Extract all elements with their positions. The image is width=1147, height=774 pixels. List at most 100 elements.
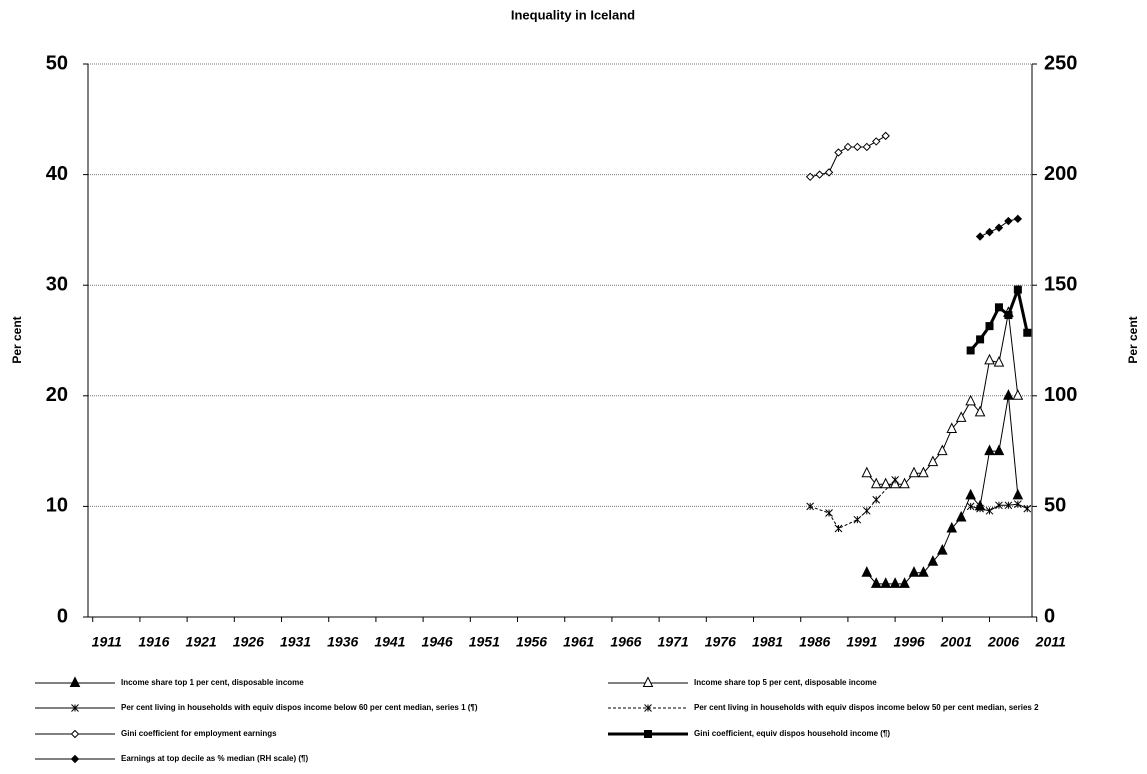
x-tick-label: 2006 <box>987 634 1019 650</box>
legend-label: Gini coefficient for employment earnings <box>121 729 277 738</box>
marker <box>70 729 80 739</box>
marker <box>881 131 890 141</box>
x-tick-label: 1976 <box>705 634 736 650</box>
marker <box>815 170 824 179</box>
marker <box>965 488 976 500</box>
marker <box>899 477 910 489</box>
marker <box>946 521 958 533</box>
marker <box>908 566 920 577</box>
y2-axis-label: Per cent <box>1126 316 1140 363</box>
marker <box>861 466 873 478</box>
marker <box>966 502 975 511</box>
marker <box>880 477 891 489</box>
y-tick-label: 0 <box>57 605 68 627</box>
y-tick-label: 20 <box>46 384 68 406</box>
marker <box>870 577 882 588</box>
marker <box>843 142 853 152</box>
marker <box>1004 501 1013 510</box>
marker <box>974 405 986 417</box>
marker <box>806 502 815 511</box>
legend-label: Earnings at top decile as % median (RH s… <box>121 754 309 763</box>
marker <box>872 137 881 146</box>
marker <box>1012 389 1024 400</box>
marker <box>71 704 79 712</box>
x-tick-label: 1941 <box>374 634 405 650</box>
chart-title: Inequality in Iceland <box>511 7 635 22</box>
marker <box>899 577 910 588</box>
y-tick-label: 10 <box>46 495 68 517</box>
marker <box>1023 504 1032 513</box>
legend-label: Income share top 1 per cent, disposable … <box>121 678 304 687</box>
marker <box>946 422 958 433</box>
marker <box>955 411 967 422</box>
x-tick-label: 1926 <box>233 634 264 650</box>
x-tick-label: 1921 <box>186 634 217 650</box>
marker <box>644 730 652 738</box>
marker <box>891 476 899 484</box>
marker <box>918 566 929 577</box>
marker <box>853 142 862 152</box>
x-tick-label: 1991 <box>846 634 877 650</box>
marker <box>984 444 995 456</box>
marker <box>985 506 994 515</box>
marker <box>889 577 901 588</box>
legend-label: Gini coefficient, equiv dispos household… <box>694 729 890 738</box>
marker <box>834 148 843 157</box>
series-line <box>866 395 1019 585</box>
y2-tick-label: 150 <box>1044 273 1077 295</box>
x-tick-label: 1996 <box>894 634 925 650</box>
marker <box>985 227 994 237</box>
y2-tick-label: 100 <box>1044 384 1077 406</box>
x-tick-label: 1931 <box>280 634 311 650</box>
marker <box>995 501 1003 510</box>
marker <box>918 466 929 478</box>
marker <box>1013 285 1022 294</box>
x-tick-label: 1956 <box>516 634 547 650</box>
marker <box>993 356 1005 367</box>
x-tick-label: 1966 <box>610 634 641 650</box>
marker <box>1013 214 1023 224</box>
marker <box>1012 488 1024 500</box>
marker <box>908 466 920 478</box>
marker <box>834 524 843 533</box>
marker <box>825 509 833 517</box>
marker <box>975 232 985 241</box>
x-tick-label: 1961 <box>563 634 594 650</box>
marker <box>966 346 975 355</box>
marker <box>927 555 939 566</box>
x-tick-label: 1916 <box>138 634 169 650</box>
marker <box>862 506 871 515</box>
marker <box>1004 216 1013 226</box>
y2-tick-label: 50 <box>1044 495 1066 517</box>
marker <box>955 510 967 522</box>
marker <box>870 477 882 489</box>
marker <box>862 142 872 152</box>
y-tick-label: 50 <box>46 52 68 74</box>
x-tick-label: 2011 <box>1035 634 1066 650</box>
marker <box>937 444 948 456</box>
marker <box>824 168 834 177</box>
marker <box>642 676 654 687</box>
marker <box>1023 328 1032 337</box>
marker <box>984 353 995 365</box>
marker <box>976 504 984 513</box>
legend-label: Per cent living in households with equiv… <box>694 703 1039 712</box>
marker <box>853 515 862 524</box>
y-tick-label: 40 <box>46 163 68 185</box>
x-tick-label: 1971 <box>658 634 689 650</box>
marker <box>1013 500 1022 509</box>
marker <box>985 322 994 331</box>
y-tick-label: 30 <box>46 273 68 295</box>
marker <box>1003 389 1014 400</box>
marker <box>1004 311 1013 320</box>
marker <box>927 455 939 467</box>
x-tick-label: 1986 <box>799 634 830 650</box>
marker <box>993 444 1005 456</box>
marker <box>965 394 976 406</box>
y2-tick-label: 200 <box>1044 163 1077 185</box>
x-tick-label: 1981 <box>752 634 783 650</box>
marker <box>880 577 891 588</box>
legend-label: Income share top 5 per cent, disposable … <box>694 678 877 687</box>
marker <box>994 303 1003 312</box>
